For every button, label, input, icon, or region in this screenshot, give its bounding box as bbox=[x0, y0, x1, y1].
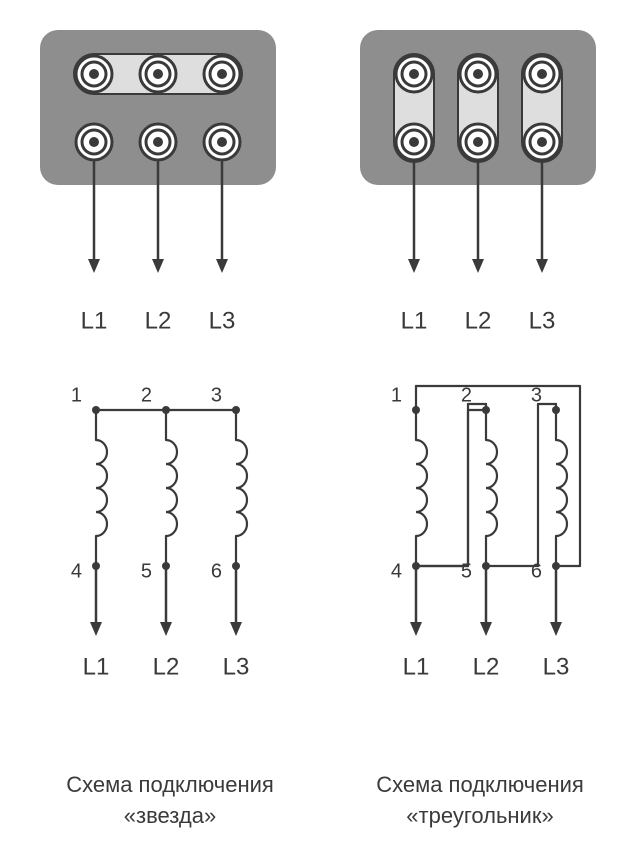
svg-text:2: 2 bbox=[141, 384, 152, 406]
svg-text:3: 3 bbox=[211, 384, 222, 406]
caption-star-line2: «звезда» bbox=[124, 803, 216, 828]
caption-delta: Схема подключения «треугольник» bbox=[340, 770, 620, 832]
svg-text:4: 4 bbox=[391, 560, 402, 582]
svg-text:5: 5 bbox=[141, 560, 152, 582]
svg-text:4: 4 bbox=[71, 560, 82, 582]
svg-text:1: 1 bbox=[71, 384, 82, 406]
caption-delta-line2: «треугольник» bbox=[406, 803, 553, 828]
svg-text:L3: L3 bbox=[543, 653, 570, 680]
diagram-container: L1L2L3L1L2L314L125L236L314L125L236L3 Схе… bbox=[0, 0, 640, 860]
svg-text:L1: L1 bbox=[401, 307, 428, 334]
svg-text:L2: L2 bbox=[473, 653, 500, 680]
svg-text:L2: L2 bbox=[145, 307, 172, 334]
svg-text:L2: L2 bbox=[465, 307, 492, 334]
caption-delta-line1: Схема подключения bbox=[376, 772, 584, 797]
svg-text:L1: L1 bbox=[83, 653, 110, 680]
caption-star-line1: Схема подключения bbox=[66, 772, 274, 797]
svg-text:6: 6 bbox=[531, 560, 542, 582]
svg-text:L3: L3 bbox=[223, 653, 250, 680]
svg-text:L2: L2 bbox=[153, 653, 180, 680]
svg-text:6: 6 bbox=[211, 560, 222, 582]
caption-star: Схема подключения «звезда» bbox=[40, 770, 300, 832]
svg-text:1: 1 bbox=[391, 384, 402, 406]
svg-text:L1: L1 bbox=[403, 653, 430, 680]
svg-text:L3: L3 bbox=[529, 307, 556, 334]
svg-text:L3: L3 bbox=[209, 307, 236, 334]
diagram-svg: L1L2L3L1L2L314L125L236L314L125L236L3 bbox=[0, 0, 640, 860]
svg-text:L1: L1 bbox=[81, 307, 108, 334]
svg-text:5: 5 bbox=[461, 560, 472, 582]
